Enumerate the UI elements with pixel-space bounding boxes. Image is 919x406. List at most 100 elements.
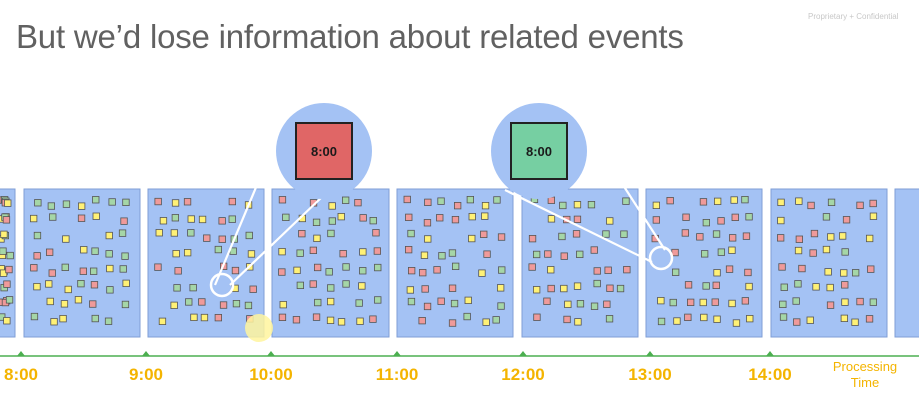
event-marker	[119, 265, 127, 273]
event-marker	[827, 233, 835, 241]
event-marker	[480, 230, 488, 239]
event-marker	[120, 217, 128, 225]
event-marker	[170, 229, 179, 237]
event-marker	[105, 250, 113, 258]
event-marker	[78, 202, 86, 210]
event-marker	[77, 279, 85, 288]
event-marker	[839, 232, 847, 240]
event-highlight-circle	[648, 245, 674, 271]
event-marker	[778, 263, 786, 271]
event-marker	[666, 196, 674, 205]
event-marker	[493, 196, 501, 204]
event-marker	[865, 315, 874, 323]
event-marker	[433, 266, 441, 274]
event-marker	[313, 234, 321, 243]
event-marker	[106, 264, 114, 273]
event-marker	[185, 298, 193, 306]
event-marker	[547, 196, 555, 204]
event-marker	[325, 268, 333, 276]
event-marker	[451, 262, 460, 271]
event-marker	[593, 279, 601, 288]
event-marker	[118, 229, 127, 237]
event-marker	[812, 283, 820, 291]
event-marker	[327, 229, 335, 238]
event-marker	[171, 214, 180, 222]
event-marker	[728, 246, 736, 254]
event-marker	[547, 284, 555, 293]
event-marker	[856, 201, 864, 210]
event-marker	[841, 298, 849, 306]
event-marker	[342, 263, 350, 271]
event-marker	[0, 313, 6, 321]
timeline-tick	[17, 351, 25, 356]
event-marker	[33, 282, 41, 291]
event-marker	[403, 195, 411, 204]
event-marker	[437, 297, 445, 305]
cursor-highlight	[245, 314, 273, 342]
connector-lines	[209, 184, 674, 298]
event-marker	[746, 314, 754, 323]
event-marker	[5, 296, 14, 304]
event-marker	[652, 216, 660, 224]
event-marker	[405, 213, 413, 222]
event-marker	[309, 246, 318, 255]
event-marker	[279, 300, 287, 309]
event-marker	[64, 285, 72, 294]
callout-event-square	[510, 122, 568, 180]
event-marker	[745, 213, 753, 221]
event-marker	[681, 229, 689, 237]
event-marker	[45, 280, 53, 288]
event-marker	[203, 234, 211, 242]
event-marker	[292, 316, 301, 324]
event-marker	[374, 296, 382, 304]
event-marker	[359, 214, 367, 222]
event-marker	[795, 235, 803, 243]
event-marker	[528, 234, 537, 243]
event-marker	[74, 296, 83, 304]
event-marker	[711, 298, 719, 306]
event-marker	[108, 198, 116, 206]
event-marker	[89, 300, 97, 308]
event-marker	[777, 198, 785, 207]
event-marker	[728, 299, 736, 308]
timeline-axis	[0, 351, 919, 357]
axis-title-line1: Processing	[832, 359, 898, 374]
event-marker	[606, 217, 614, 225]
window-panel	[271, 188, 390, 338]
event-marker	[423, 219, 432, 227]
event-marker	[29, 214, 38, 223]
event-marker	[451, 215, 460, 224]
event-marker	[840, 269, 848, 277]
event-marker	[822, 213, 831, 221]
event-marker	[90, 281, 99, 289]
event-marker	[725, 265, 734, 273]
windows-layer	[0, 188, 919, 338]
event-marker	[587, 200, 596, 209]
event-marker	[244, 301, 253, 310]
event-marker	[841, 281, 849, 289]
tick-label-9: 9:00	[128, 365, 164, 384]
event-marker	[154, 197, 162, 206]
event-marker	[418, 316, 426, 325]
event-marker	[355, 299, 363, 307]
event-marker	[424, 198, 432, 207]
event-marker	[729, 234, 737, 242]
axis-title-line2: Time	[850, 375, 880, 390]
event-marker	[576, 250, 584, 259]
event-marker	[657, 296, 665, 305]
event-marker	[717, 248, 725, 256]
event-marker	[342, 280, 350, 288]
timeline-tick	[142, 351, 150, 356]
event-marker	[314, 298, 322, 307]
event-marker	[80, 246, 88, 254]
event-marker	[481, 201, 490, 210]
event-marker	[420, 251, 429, 259]
event-marker	[572, 230, 581, 238]
event-marker	[798, 264, 806, 273]
event-marker	[337, 318, 346, 326]
event-marker	[468, 212, 476, 221]
timeline-tick	[766, 351, 774, 356]
event-marker	[745, 282, 753, 291]
event-marker	[5, 265, 13, 274]
